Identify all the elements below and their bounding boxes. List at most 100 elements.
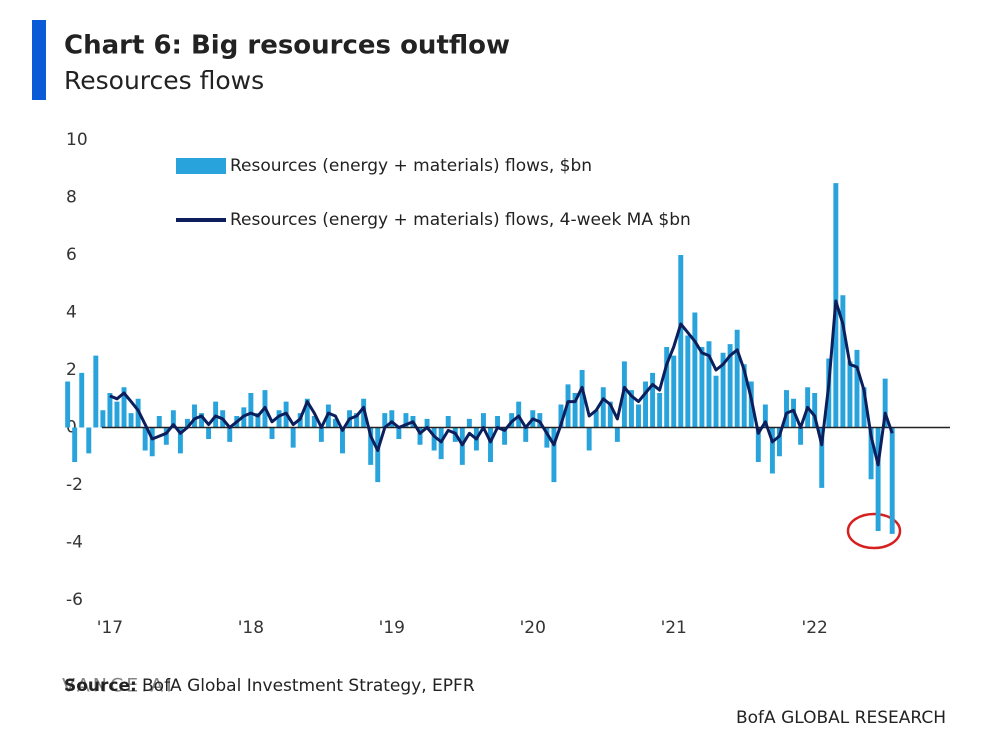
bar <box>354 413 360 428</box>
bar <box>170 410 176 428</box>
y-tick-label: 2 <box>66 360 77 380</box>
footer: BofA GLOBAL RESEARCH <box>736 708 946 728</box>
bar <box>847 361 853 428</box>
legend-label: Resources (energy + materials) flows, $b… <box>230 156 592 176</box>
bar <box>142 427 148 451</box>
bar <box>396 427 402 439</box>
watermark: VANCE.AI <box>62 675 175 697</box>
bar <box>713 375 719 428</box>
bar <box>184 418 190 428</box>
bar <box>755 427 761 462</box>
bar <box>72 427 78 462</box>
bar <box>628 390 634 428</box>
x-tick-label: '20 <box>520 618 546 638</box>
bar <box>431 427 437 451</box>
x-tick-label: '22 <box>802 618 828 638</box>
bar <box>248 393 254 428</box>
bar <box>382 413 388 428</box>
bar <box>769 427 775 474</box>
bar <box>107 393 113 428</box>
bar <box>636 404 641 428</box>
bar <box>403 413 409 428</box>
bar <box>579 370 585 428</box>
ma-line <box>109 299 894 467</box>
bar <box>727 344 733 428</box>
bar <box>368 427 374 465</box>
bar <box>685 335 691 428</box>
bar <box>671 355 677 428</box>
bar <box>332 418 338 428</box>
bar <box>572 393 578 428</box>
bar <box>100 410 106 428</box>
y-tick-label: 8 <box>66 188 77 208</box>
bar <box>784 390 789 428</box>
bar <box>318 427 324 442</box>
x-tick-label: '19 <box>379 618 405 638</box>
bar <box>149 427 155 457</box>
bar <box>812 393 818 428</box>
bar <box>868 427 874 480</box>
bar <box>798 427 804 445</box>
bar <box>466 418 472 428</box>
legend-swatch <box>176 158 226 174</box>
bar <box>424 418 430 428</box>
bar <box>643 381 649 428</box>
bar <box>614 427 620 442</box>
bar <box>600 387 606 428</box>
accent-bar <box>32 20 46 100</box>
bar <box>840 295 846 428</box>
bar <box>762 404 768 428</box>
bar <box>558 404 564 428</box>
bar <box>586 427 592 451</box>
y-tick-label: 6 <box>66 245 77 265</box>
y-tick-label: 0 <box>66 418 77 438</box>
source: BofA Global Investment Strategy, EPFR <box>142 676 475 696</box>
bar <box>720 352 726 428</box>
bar <box>79 372 85 428</box>
bar <box>192 404 197 428</box>
bar <box>502 427 508 445</box>
bar <box>678 255 684 428</box>
bar <box>875 427 881 531</box>
chart-subtitle: Resources flows <box>64 66 264 95</box>
bar <box>417 427 423 445</box>
bar <box>593 410 599 428</box>
bar <box>621 361 627 428</box>
bar <box>488 427 493 462</box>
y-tick-label: -4 <box>66 533 83 553</box>
bar <box>551 427 557 483</box>
bar <box>480 413 486 428</box>
bar <box>854 349 860 428</box>
bar <box>495 416 501 428</box>
bar <box>255 413 261 428</box>
bar <box>177 427 183 454</box>
bar <box>304 398 310 428</box>
bar <box>121 387 127 428</box>
bar <box>206 427 212 439</box>
y-tick-label: 4 <box>66 303 77 323</box>
bar <box>156 416 162 428</box>
bar <box>128 413 134 428</box>
bar <box>93 355 99 428</box>
bar <box>523 427 529 442</box>
bar <box>389 410 395 428</box>
legend-label: Resources (energy + materials) flows, 4-… <box>230 210 691 230</box>
bar <box>269 427 275 439</box>
source-label: Source: <box>64 676 137 696</box>
bar <box>664 347 670 428</box>
bar <box>776 427 782 457</box>
chart-title: Chart 6: Big resources outflow <box>64 31 510 61</box>
bar <box>692 312 698 428</box>
bar <box>657 393 663 428</box>
bar <box>607 401 613 428</box>
highlight-circle <box>846 512 902 550</box>
bar <box>276 410 282 428</box>
bar <box>311 416 317 428</box>
bar <box>163 427 169 445</box>
bar <box>741 364 747 428</box>
y-tick-label: -2 <box>66 475 83 495</box>
bar <box>544 427 550 448</box>
bar <box>65 381 71 428</box>
bar <box>734 329 740 428</box>
